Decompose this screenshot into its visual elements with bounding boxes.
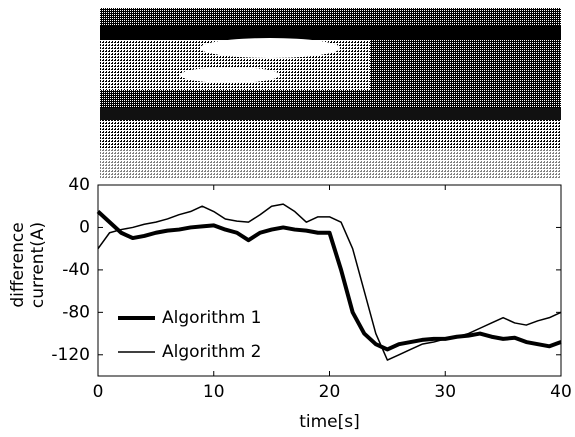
y-axis-label: current(A) bbox=[28, 222, 48, 308]
legend-label: Algorithm 2 bbox=[162, 342, 261, 362]
y-tick-label: 40 bbox=[68, 175, 90, 195]
x-axis-label: time[s] bbox=[299, 412, 360, 432]
series-line bbox=[97, 203, 562, 361]
x-tick-label: 0 bbox=[93, 382, 104, 402]
x-tick-label: 40 bbox=[550, 382, 572, 402]
y-tick-label: -120 bbox=[51, 345, 90, 365]
x-tick-label: 10 bbox=[203, 382, 225, 402]
x-tick-label: 30 bbox=[434, 382, 456, 402]
x-tick-label: 20 bbox=[319, 382, 341, 402]
y-tick-label: -80 bbox=[62, 302, 90, 322]
y-axis-label: difference bbox=[8, 222, 28, 307]
legend-label: Algorithm 1 bbox=[162, 308, 261, 328]
series-line bbox=[96, 210, 562, 352]
photo bbox=[100, 8, 561, 178]
y-tick-label: -40 bbox=[62, 260, 90, 280]
y-tick-label: 0 bbox=[79, 217, 90, 237]
